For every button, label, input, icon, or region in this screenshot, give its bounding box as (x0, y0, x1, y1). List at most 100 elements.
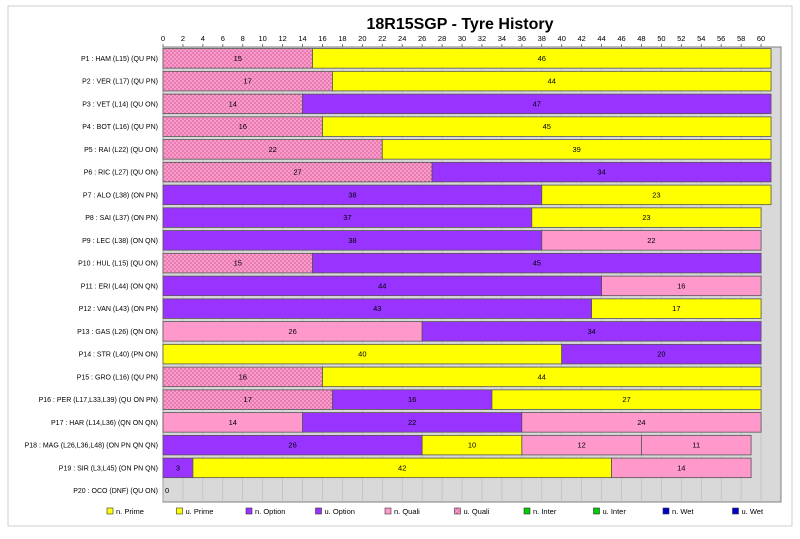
row-label: P14 : STR (L40) (PN ON) (79, 352, 158, 359)
stint-bar (541, 184, 772, 206)
stint-bar (381, 139, 772, 160)
stint-value-label: 38 (348, 236, 356, 245)
stint-value-label: 17 (244, 77, 252, 86)
stint-value-label: 40 (358, 350, 366, 359)
x-tick-label: 10 (259, 34, 267, 43)
stint-value-label: 46 (538, 54, 546, 63)
stint-value-label: 12 (577, 441, 585, 450)
stint-value-label: 10 (468, 441, 476, 450)
stint-value-label: 26 (288, 441, 296, 450)
stint-value-label: 44 (378, 281, 386, 290)
x-tick-label: 24 (398, 34, 406, 43)
legend-label: u. Prime (186, 507, 214, 516)
x-tick-label: 50 (657, 34, 665, 43)
stint-value-label: 17 (672, 304, 680, 313)
row-label: P11 : ERI (L44) (ON QN) (81, 283, 158, 290)
legend-swatch (593, 507, 600, 515)
stint-value-label: 16 (408, 395, 416, 404)
stint-value-label: 14 (229, 418, 237, 427)
legend-swatch (384, 507, 392, 515)
x-tick-label: 44 (597, 34, 605, 43)
x-tick-label: 52 (677, 34, 685, 43)
stint-bar (322, 366, 762, 388)
stint-bar (541, 230, 762, 251)
stint-value-label: 20 (657, 350, 665, 359)
x-tick-label: 22 (378, 34, 386, 43)
stint-bar (312, 252, 762, 274)
row-label: P7 : ALO (L38) (ON PN) (83, 192, 158, 199)
stint-bar (421, 321, 762, 342)
legend-label: u. Option (325, 507, 355, 516)
x-tick-label: 60 (757, 34, 765, 43)
x-tick-label: 26 (418, 34, 426, 43)
legend-swatch (454, 507, 461, 515)
stint-value-label: 26 (288, 327, 296, 336)
stint-value-label: 27 (293, 168, 301, 177)
stint-bar (332, 70, 772, 92)
row-label: P10 : HUL (L15) (QU ON) (78, 261, 158, 268)
stint-value-label: 37 (343, 213, 351, 222)
row-end-label: 0 (165, 486, 169, 495)
row-label: P5 : RAI (L22) (QU ON) (84, 147, 158, 154)
x-tick-label: 12 (278, 34, 286, 43)
x-tick-label: 32 (478, 34, 486, 43)
legend-label: u. Quali (464, 507, 490, 516)
stint-bar (491, 389, 762, 410)
row-label: P20 : OCO (DNF) (QU ON) (73, 488, 158, 495)
stint-value-label: 22 (647, 236, 655, 245)
stint-value-label: 47 (533, 99, 541, 108)
stint-value-label: 3 (176, 463, 180, 472)
row-label: P1 : HAM (L15) (QU PN) (81, 56, 158, 63)
stint-value-label: 15 (234, 54, 242, 63)
stint-value-label: 22 (268, 145, 276, 154)
x-tick-label: 8 (241, 34, 245, 43)
row-label: P8 : SAI (L37) (ON PN) (85, 215, 158, 222)
stint-bar (641, 434, 752, 456)
x-tick-label: 36 (518, 34, 526, 43)
legend-swatch (245, 507, 253, 515)
x-tick-label: 4 (201, 34, 205, 43)
stint-value-label: 24 (637, 418, 645, 427)
legend-swatch (662, 507, 670, 515)
x-tick-label: 28 (438, 34, 446, 43)
stint-value-label: 34 (597, 168, 605, 177)
x-tick-label: 2 (181, 34, 185, 43)
stint-bar (521, 412, 762, 433)
x-tick-label: 18 (338, 34, 346, 43)
legend-swatch (106, 507, 114, 515)
row-label: P15 : GRO (L16) (QU PN) (77, 374, 158, 381)
stint-bar (431, 161, 772, 183)
stint-value-label: 16 (239, 122, 247, 131)
stint-value-label: 22 (408, 418, 416, 427)
legend-label: n. Option (255, 507, 285, 516)
x-tick-label: 20 (358, 34, 366, 43)
row-label: P16 : PER (L17,L33,L39) (QU ON PN) (39, 397, 158, 404)
legend-label: u. Inter (603, 507, 627, 516)
stint-value-label: 16 (677, 281, 685, 290)
legend-swatch (176, 507, 183, 515)
x-tick-label: 54 (697, 34, 705, 43)
row-label: P3 : VET (L14) (QU ON) (82, 101, 158, 108)
legend: n. Prime u. Prime n. Option u. Option n. Qua… (106, 507, 764, 516)
stint-value-label: 44 (538, 372, 546, 381)
stint-value-label: 23 (642, 213, 650, 222)
stint-value-label: 34 (587, 327, 595, 336)
stint-bar (561, 343, 762, 365)
stint-value-label: 11 (692, 441, 700, 450)
x-tick-label: 38 (538, 34, 546, 43)
stint-value-label: 15 (234, 259, 242, 268)
legend-swatch (732, 507, 739, 515)
stint-value-label: 42 (398, 463, 406, 472)
row-label: P13 : GAS (L26) (QN ON) (77, 329, 158, 336)
x-tick-label: 42 (577, 34, 585, 43)
stint-bar (611, 457, 752, 479)
row-label: P19 : SIR (L3,L45) (ON PN QN) (59, 465, 158, 472)
stint-value-label: 45 (533, 259, 541, 268)
stint-value-label: 16 (239, 372, 247, 381)
x-tick-label: 40 (558, 34, 566, 43)
stint-value-label: 14 (677, 463, 685, 472)
stint-value-label: 27 (622, 395, 630, 404)
x-tick-label: 48 (637, 34, 645, 43)
legend-label: u. Wet (742, 507, 764, 516)
